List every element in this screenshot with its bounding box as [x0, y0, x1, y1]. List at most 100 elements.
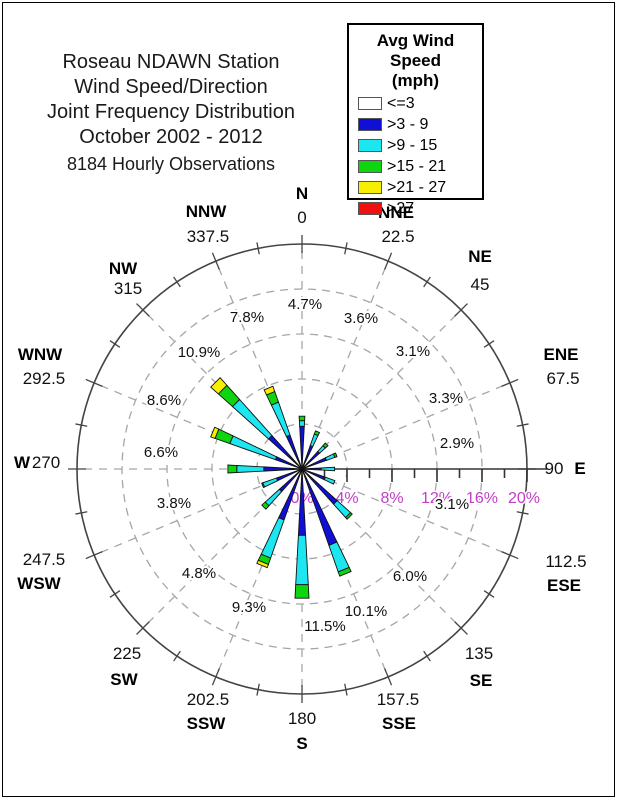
- bar-segment: [263, 385, 276, 396]
- bar-segment: [337, 566, 352, 577]
- direction-name-WNW: WNW: [18, 345, 63, 364]
- direction-bar-SSW: [256, 468, 303, 569]
- direction-bar-NE: [301, 442, 329, 470]
- direction-bar-ESE: [301, 468, 336, 485]
- legend-item-label: <=3: [387, 94, 415, 112]
- frequency-label-NE: 3.1%: [396, 343, 430, 360]
- direction-degrees-SE: 135: [465, 644, 493, 663]
- radial-axis-labels: 0%4%8%12%16%20%: [289, 489, 542, 509]
- direction-bar-NNE: [301, 430, 321, 470]
- direction-bar-NW: [210, 377, 303, 470]
- bar-segment: [322, 442, 329, 449]
- direction-bar-N: [298, 415, 306, 470]
- frequency-label-WSW: 3.8%: [157, 495, 191, 512]
- direction-degrees-ENE: 67.5: [546, 369, 579, 388]
- legend-item-label: >21 - 27: [387, 178, 447, 196]
- legend-item-label: >3 - 9: [387, 115, 429, 133]
- frequency-label-W: 6.6%: [144, 444, 178, 461]
- title-line-4: October 2002 - 2012: [79, 126, 263, 148]
- direction-degrees-SSW: 202.5: [187, 690, 230, 709]
- legend-item-label: >15 - 21: [387, 157, 447, 175]
- direction-bar-WSW: [261, 468, 303, 489]
- legend-item: <=3: [349, 93, 482, 114]
- legend-item-label: >9 - 15: [387, 136, 438, 154]
- direction-name-WSW: WSW: [17, 574, 61, 593]
- bar-segment: [313, 430, 321, 437]
- radial-axis: [302, 468, 547, 482]
- direction-degrees-SSE: 157.5: [377, 690, 420, 709]
- direction-degrees-S: 180: [288, 709, 316, 728]
- bar-segment: [256, 559, 269, 569]
- direction-bar-NNW: [263, 385, 303, 470]
- direction-degrees-SW: 225: [113, 644, 141, 663]
- bar-segment: [231, 398, 273, 440]
- direction-name-NE: NE: [468, 247, 492, 266]
- direction-name-SSE: SSE: [382, 714, 416, 733]
- bar-segment: [328, 541, 350, 573]
- radial-axis-label: 20%: [508, 490, 540, 507]
- bar-segment: [236, 465, 265, 473]
- title-line-3: Joint Frequency Distribution: [47, 101, 295, 123]
- observations-subtitle: 8184 Hourly Observations: [66, 154, 276, 174]
- direction-degrees-N: 0: [297, 208, 306, 227]
- legend-swatch: [358, 181, 382, 194]
- bar-segment: [260, 517, 285, 559]
- direction-name-ENE: ENE: [544, 345, 579, 364]
- direction-degrees-WSW: 247.5: [23, 550, 66, 569]
- frequency-label-ESE: 3.1%: [435, 496, 469, 513]
- bar-segment: [261, 482, 266, 489]
- bar-segment: [270, 401, 291, 438]
- frequency-label-S: 11.5%: [304, 618, 345, 635]
- frequency-label-SSE: 10.1%: [345, 603, 388, 620]
- frequency-label-NW: 10.9%: [178, 344, 221, 361]
- bar-segment: [267, 434, 303, 470]
- direction-name-SW: SW: [110, 670, 138, 689]
- bar-segment: [210, 426, 220, 439]
- bar-segment: [344, 511, 353, 520]
- frequency-label-NNW: 7.8%: [230, 309, 264, 326]
- legend-box: Avg Wind Speed (mph) <=3 >3 - 9 >9 - 15 >15…: [347, 23, 484, 217]
- direction-degrees-NNE: 22.5: [381, 227, 414, 246]
- legend-item-label: >27: [387, 199, 415, 217]
- bar-segment: [323, 476, 336, 485]
- frequency-label-ENE: 3.3%: [429, 390, 463, 407]
- legend-item: >9 - 15: [349, 135, 482, 156]
- bar-segment: [298, 420, 306, 427]
- bar-segment: [295, 534, 309, 586]
- legend-swatch: [358, 202, 382, 215]
- bar-segment: [210, 377, 228, 395]
- chart-title-block: Roseau NDAWN Station Wind Speed/Directio…: [28, 50, 314, 176]
- frequency-label-SSW: 9.3%: [232, 599, 266, 616]
- frequency-label-SW: 4.8%: [182, 565, 216, 582]
- legend-swatch: [358, 118, 382, 131]
- direction-degrees-NE: 45: [471, 275, 490, 294]
- direction-bar-E: [301, 466, 336, 472]
- direction-name-SSW: SSW: [187, 714, 227, 733]
- direction-degrees-ESE: 112.5: [545, 552, 586, 571]
- direction-name-N: N: [296, 184, 308, 203]
- legend-items: <=3 >3 - 9 >9 - 15 >15 - 21 >21 - 27 >27: [349, 93, 482, 219]
- direction-degrees-NNW: 337.5: [187, 227, 230, 246]
- direction-name-NNE: NNE: [378, 203, 414, 222]
- bar-segment: [294, 584, 310, 599]
- legend-item: >27: [349, 198, 482, 219]
- ring-ticks: [68, 235, 536, 703]
- direction-frequency-labels: 4.7% 3.6% 3.1% 3.3% 2.9% 3.1% 6.0% 10.1%11.5% 9.…: [142, 294, 476, 637]
- direction-bar-SE: [301, 468, 353, 520]
- legend-units: (mph): [391, 71, 440, 90]
- bar-segment: [299, 425, 305, 470]
- legend-swatch: [358, 160, 382, 173]
- bar-segment: [309, 433, 319, 448]
- bar-segment: [320, 466, 336, 472]
- bar-segment: [332, 452, 338, 458]
- bar-segment: [298, 415, 306, 422]
- direction-degrees-E: 90: [545, 459, 564, 478]
- direction-bar-S: [294, 468, 310, 599]
- legend-item: >21 - 27: [349, 177, 482, 198]
- direction-bar-WNW: [210, 426, 303, 470]
- direction-name-SE: SE: [470, 671, 493, 690]
- frequency-label-WNW: 8.6%: [147, 392, 181, 409]
- bar-segment: [261, 501, 270, 510]
